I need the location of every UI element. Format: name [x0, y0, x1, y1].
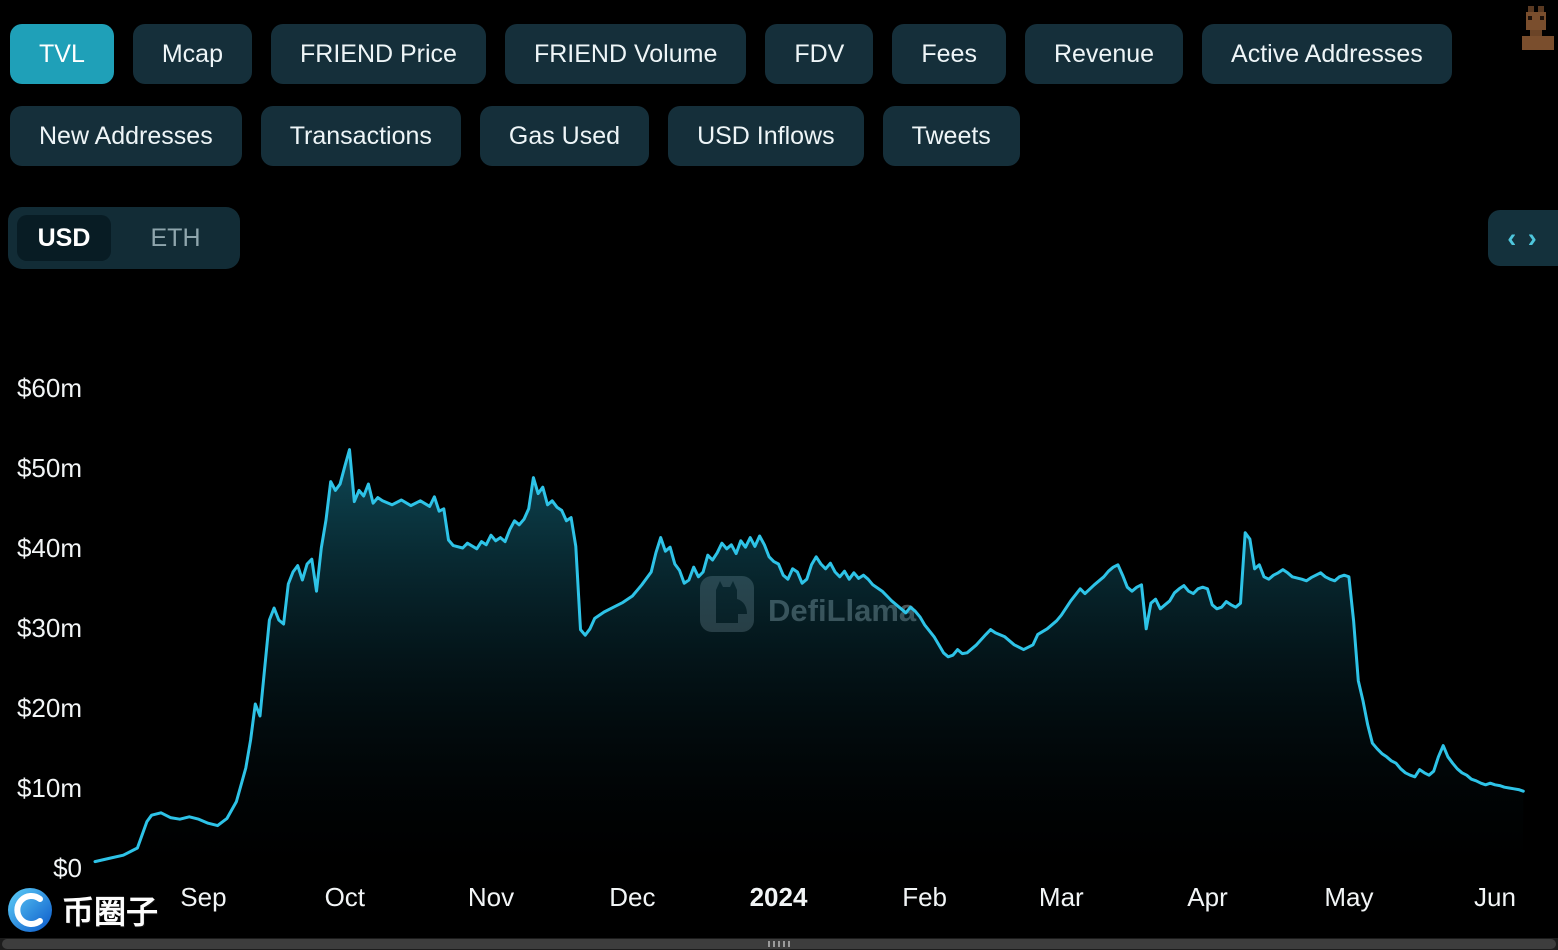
- x-axis-labels: Sep Oct Nov Dec 2024 Feb Mar Apr May Jun: [180, 882, 1516, 912]
- metric-tab-friend-volume[interactable]: FRIEND Volume: [504, 24, 747, 84]
- metric-tab-tvl[interactable]: TVL: [10, 24, 114, 84]
- x-tick-label: Apr: [1187, 882, 1228, 912]
- metric-tabs-row-1: TVL Mcap FRIEND Price FRIEND Volume FDV …: [10, 24, 1452, 84]
- x-tick-label: Dec: [609, 882, 655, 912]
- x-tick-label: Feb: [902, 882, 947, 912]
- y-tick-label: $10m: [17, 773, 82, 803]
- metric-tab-new-addresses[interactable]: New Addresses: [10, 106, 242, 166]
- metric-tab-tweets[interactable]: Tweets: [882, 106, 1020, 166]
- y-tick-label: $60m: [17, 373, 82, 403]
- horizontal-scrollbar[interactable]: [0, 938, 1558, 950]
- x-tick-label: Jun: [1474, 882, 1516, 912]
- metric-tab-gas-used[interactable]: Gas Used: [479, 106, 650, 166]
- metric-tab-mcap[interactable]: Mcap: [132, 24, 252, 84]
- y-tick-label: $0: [53, 853, 82, 883]
- metric-tabs-row-2: New Addresses Transactions Gas Used USD …: [10, 106, 1020, 166]
- x-tick-label: Mar: [1039, 882, 1084, 912]
- site-watermark-text: 币圈子: [62, 894, 159, 930]
- llama-mascot-icon: [1522, 6, 1554, 50]
- metric-tab-revenue[interactable]: Revenue: [1024, 24, 1184, 84]
- metric-tab-fdv[interactable]: FDV: [765, 24, 874, 84]
- site-watermark-logo: 币圈子: [6, 886, 158, 934]
- y-tick-label: $50m: [17, 453, 82, 483]
- code-brackets-icon: ‹ ›: [1507, 222, 1539, 253]
- y-tick-label: $20m: [17, 693, 82, 723]
- y-tick-label: $30m: [17, 613, 82, 643]
- y-tick-label: $40m: [17, 533, 82, 563]
- y-axis-labels: $0 $10m $20m $30m $40m $50m $60m: [17, 373, 82, 883]
- site-watermark-icon: [8, 888, 52, 932]
- currency-toggle: USD ETH: [8, 207, 240, 269]
- currency-usd-button[interactable]: USD: [17, 215, 111, 261]
- currency-eth-button[interactable]: ETH: [111, 215, 240, 261]
- x-tick-label: May: [1324, 882, 1373, 912]
- x-tick-label: 2024: [750, 882, 808, 912]
- metric-tab-active-addresses[interactable]: Active Addresses: [1202, 24, 1452, 84]
- tvl-line: [93, 448, 1525, 864]
- metric-tab-usd-inflows[interactable]: USD Inflows: [668, 106, 864, 166]
- x-tick-label: Oct: [325, 882, 366, 912]
- metric-tab-transactions[interactable]: Transactions: [260, 106, 461, 166]
- x-tick-label: Nov: [468, 882, 514, 912]
- x-tick-label: Sep: [180, 882, 226, 912]
- metric-tab-fees[interactable]: Fees: [892, 24, 1006, 84]
- defillama-mascot-avatar[interactable]: [1514, 4, 1558, 55]
- scrollbar-grip-icon: [768, 941, 790, 947]
- embed-code-button[interactable]: ‹ ›: [1488, 210, 1558, 266]
- metric-tab-friend-price[interactable]: FRIEND Price: [271, 24, 486, 84]
- scrollbar-thumb[interactable]: [2, 939, 1556, 949]
- tvl-area-fill: [95, 449, 1524, 868]
